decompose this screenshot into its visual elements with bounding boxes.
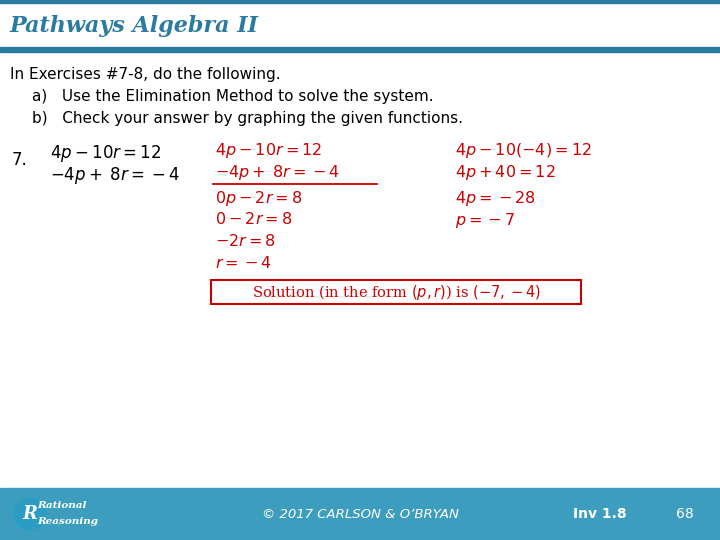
Text: Pathways Algebra II: Pathways Algebra II — [10, 15, 259, 37]
Text: $-4p+\;8r=-4$: $-4p+\;8r=-4$ — [50, 165, 180, 186]
Text: R: R — [22, 505, 37, 523]
Bar — [0, 0, 720, 3]
Text: $4p-10r=12$: $4p-10r=12$ — [215, 140, 323, 159]
Text: $4p-10r=12$: $4p-10r=12$ — [50, 144, 161, 165]
Bar — [0, 488, 720, 540]
Text: © 2017 CARLSON & O’BRYAN: © 2017 CARLSON & O’BRYAN — [261, 508, 459, 521]
Circle shape — [14, 498, 46, 530]
Text: 68: 68 — [676, 507, 694, 521]
Text: a)   Use the Elimination Method to solve the system.: a) Use the Elimination Method to solve t… — [32, 89, 433, 104]
Bar — [211, 280, 581, 304]
Text: $p=-7$: $p=-7$ — [455, 211, 516, 229]
Text: 7.: 7. — [12, 151, 28, 169]
Text: Reasoning: Reasoning — [37, 517, 99, 526]
Text: Inv 1.8: Inv 1.8 — [573, 507, 627, 521]
Text: In Exercises #7-8, do the following.: In Exercises #7-8, do the following. — [10, 66, 281, 82]
Bar — [0, 47, 720, 52]
Text: b)   Check your answer by graphing the given functions.: b) Check your answer by graphing the giv… — [32, 111, 463, 125]
Text: $4p+40=12$: $4p+40=12$ — [455, 163, 556, 181]
Bar — [0, 0, 720, 48]
Text: $-2r=8$: $-2r=8$ — [215, 233, 276, 251]
Text: $4p=-28$: $4p=-28$ — [455, 188, 536, 207]
Bar — [0, 52, 720, 488]
Text: $0-2r=8$: $0-2r=8$ — [215, 212, 292, 228]
Text: Rational: Rational — [37, 502, 86, 510]
Text: $4p-10(-4)=12$: $4p-10(-4)=12$ — [455, 140, 592, 159]
Text: $r=-4$: $r=-4$ — [215, 255, 272, 273]
Text: Solution (in the form $(p, r)$) is $(-7, -4)$: Solution (in the form $(p, r)$) is $(-7,… — [251, 282, 541, 301]
Text: $0p-2r=8$: $0p-2r=8$ — [215, 188, 302, 207]
Text: $-4p+\;8r=-4$: $-4p+\;8r=-4$ — [215, 163, 340, 181]
